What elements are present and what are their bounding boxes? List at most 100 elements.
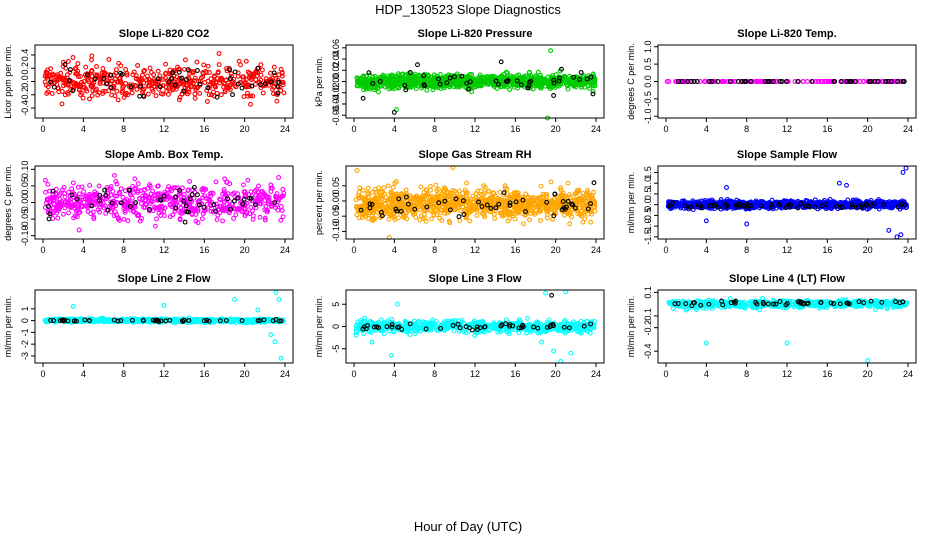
data-point xyxy=(232,83,238,89)
data-point xyxy=(390,184,396,190)
data-point xyxy=(206,70,212,75)
x-tick-label: 8 xyxy=(121,245,126,255)
data-point xyxy=(166,79,172,85)
y-tick-label: -0.2 xyxy=(20,87,30,103)
data-point xyxy=(227,67,233,73)
data-point xyxy=(248,74,254,80)
y-tick-label: 1.0 xyxy=(643,40,653,53)
data-point xyxy=(55,215,61,221)
data-point xyxy=(152,84,158,90)
data-point xyxy=(270,80,276,86)
data-point xyxy=(75,61,81,67)
x-tick-label: 4 xyxy=(392,124,397,134)
data-point xyxy=(223,77,229,83)
data-point xyxy=(182,57,188,63)
data-point xyxy=(474,213,480,218)
data-point xyxy=(146,77,152,83)
data-point xyxy=(246,84,252,90)
data-point xyxy=(381,185,387,191)
data-point xyxy=(467,218,473,224)
data-point xyxy=(214,90,220,96)
data-point xyxy=(216,62,222,68)
data-point xyxy=(138,201,144,206)
data-point xyxy=(185,67,191,73)
data-point xyxy=(227,82,233,88)
data-point xyxy=(724,185,729,190)
data-point xyxy=(428,187,433,193)
x-tick-label: 16 xyxy=(510,124,520,134)
data-point xyxy=(81,79,87,84)
data-point xyxy=(87,96,92,102)
data-point xyxy=(200,74,206,80)
data-point xyxy=(160,76,166,82)
x-tick-label: 16 xyxy=(822,245,832,255)
x-tick-label: 16 xyxy=(199,245,209,255)
x-tick-label: 24 xyxy=(903,245,913,255)
panel-title: Slope Li-820 Temp. xyxy=(737,28,836,40)
data-point xyxy=(241,94,247,100)
data-point xyxy=(113,67,119,73)
data-point xyxy=(120,194,126,200)
data-point xyxy=(151,72,157,78)
x-tick-label: 12 xyxy=(159,124,169,134)
data-point xyxy=(119,71,125,77)
data-point xyxy=(240,74,245,80)
data-point xyxy=(430,87,436,93)
data-point xyxy=(365,185,371,191)
data-point xyxy=(62,61,68,67)
data-point xyxy=(239,85,245,91)
data-point xyxy=(211,73,217,79)
data-point xyxy=(81,189,87,195)
x-tick-label: 20 xyxy=(863,124,873,134)
data-point xyxy=(100,66,106,72)
data-point xyxy=(245,90,250,96)
data-point xyxy=(262,81,268,87)
panel-title: Slope Li-820 CO2 xyxy=(119,28,209,40)
data-point xyxy=(124,72,130,78)
data-point xyxy=(280,186,286,192)
x-tick-label: 20 xyxy=(551,245,561,255)
data-point xyxy=(268,79,274,85)
x-tick-label: 4 xyxy=(81,245,86,255)
data-point xyxy=(125,218,131,224)
data-point xyxy=(233,212,239,218)
data-point xyxy=(587,85,593,91)
data-point xyxy=(70,55,76,60)
data-point xyxy=(228,71,234,77)
data-point xyxy=(155,76,161,82)
data-points xyxy=(42,51,287,107)
y-tick-label: 0.10 xyxy=(20,161,30,179)
data-point xyxy=(76,227,82,233)
y-tick-label: 0.4 xyxy=(20,49,30,62)
data-point xyxy=(248,189,254,195)
data-point xyxy=(69,186,75,192)
data-point xyxy=(222,89,228,95)
data-point xyxy=(271,70,277,76)
data-point xyxy=(258,72,264,78)
data-point xyxy=(216,51,222,56)
data-point xyxy=(274,98,280,104)
data-point xyxy=(354,168,360,174)
x-tick-label: 0 xyxy=(663,124,668,134)
data-point xyxy=(744,221,750,227)
data-point xyxy=(219,76,225,82)
data-points xyxy=(353,165,598,240)
data-point xyxy=(497,189,503,195)
data-point xyxy=(152,223,158,229)
data-point xyxy=(59,101,65,107)
data-point xyxy=(376,89,381,95)
data-point xyxy=(354,212,360,218)
data-point xyxy=(396,215,401,221)
x-tick-label: 8 xyxy=(744,245,749,255)
data-point xyxy=(90,83,96,89)
data-point xyxy=(192,95,198,101)
data-point xyxy=(108,72,114,78)
data-point xyxy=(45,181,51,187)
data-point xyxy=(43,70,49,76)
x-tick-label: 8 xyxy=(744,124,749,134)
data-point xyxy=(253,69,259,75)
data-point xyxy=(243,58,249,64)
data-points xyxy=(664,79,907,84)
